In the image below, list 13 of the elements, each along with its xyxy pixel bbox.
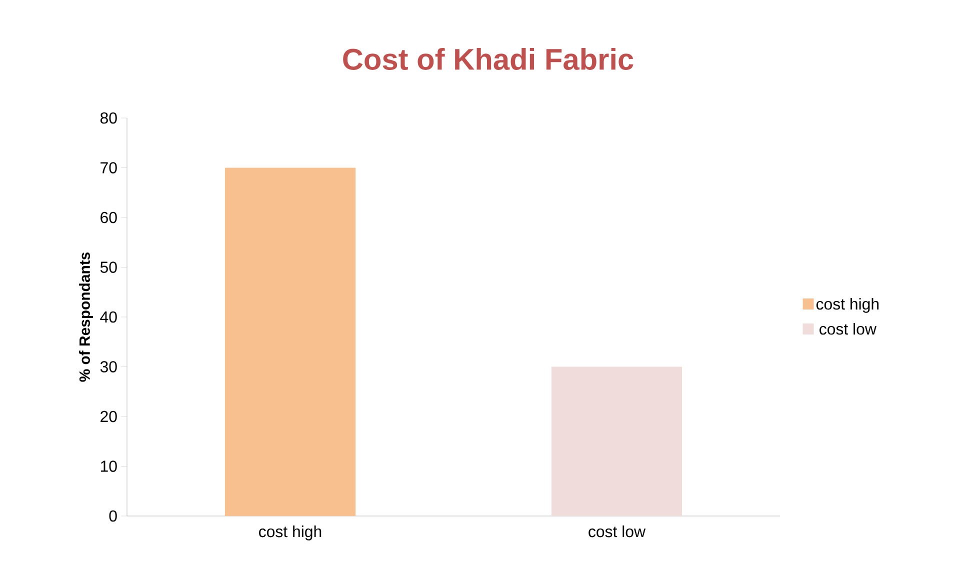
y-tick-label: 50 (100, 262, 117, 273)
y-tick-label: 30 (100, 361, 117, 372)
y-tick-label: 20 (100, 410, 117, 422)
y-tick-label: 70 (100, 162, 117, 174)
y-axis-title: % of Respondants (79, 252, 93, 382)
y-tick-label: 80 (100, 112, 117, 124)
y-tick-label: 40 (100, 311, 117, 323)
y-tick-label: 60 (100, 212, 117, 224)
legend-label: cost low (820, 322, 876, 335)
chart-title: Cost of Khadi Fabric (343, 48, 634, 70)
y-tick-label: 10 (100, 460, 117, 472)
legend-label: cost high (816, 298, 879, 313)
y-tick-label: 0 (109, 510, 117, 522)
